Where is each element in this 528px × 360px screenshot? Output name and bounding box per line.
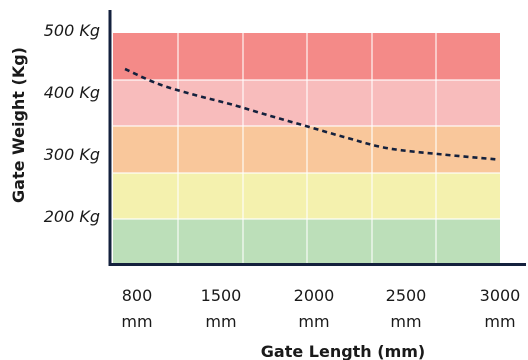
- weight-curve-line: [124, 67, 499, 161]
- y-axis-title: Gate Weight (Kg): [9, 47, 28, 203]
- x-tick-label: 2500: [386, 286, 427, 305]
- x-tick-labels: 800 mm 1500 mm 2000 mm 2500 mm 3000 mm: [121, 286, 520, 331]
- grid-lines: [177, 33, 437, 263]
- y-tick-label: 500 Kg: [44, 21, 100, 40]
- x-tick-unit: mm: [390, 312, 421, 331]
- x-tick-label: 1500: [201, 286, 242, 305]
- x-tick-unit: mm: [121, 312, 152, 331]
- x-tick-unit: mm: [298, 312, 329, 331]
- y-tick-label: 300 Kg: [44, 145, 100, 164]
- x-axis-title: Gate Length (mm): [261, 342, 425, 360]
- y-tick-label: 400 Kg: [44, 83, 100, 102]
- x-tick-label: 2000: [294, 286, 335, 305]
- x-tick-label: 800: [122, 286, 153, 305]
- x-tick-unit: mm: [205, 312, 236, 331]
- y-tick-labels: 200 Kg 300 Kg 400 Kg 500 Kg: [44, 21, 100, 226]
- x-tick-label: 3000: [480, 286, 521, 305]
- y-tick-label: 200 Kg: [44, 207, 100, 226]
- x-tick-unit: mm: [484, 312, 515, 331]
